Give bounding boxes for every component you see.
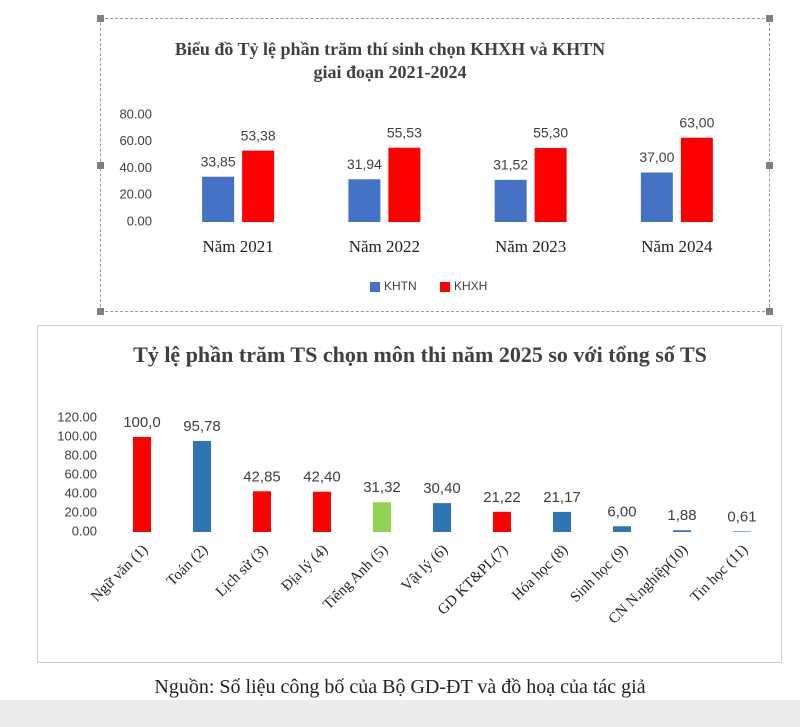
- bar: [640, 172, 673, 222]
- bar: [373, 502, 391, 532]
- value-label: 63,00: [679, 114, 714, 130]
- x-tick-label: Tiếng Anh (5): [320, 542, 391, 613]
- legend-swatch: [440, 282, 450, 292]
- bar: [388, 147, 421, 222]
- bar: [133, 437, 151, 532]
- legend-label: KHXH: [454, 279, 487, 293]
- bar: [493, 511, 511, 532]
- bar: [242, 150, 275, 222]
- handle: [766, 15, 773, 22]
- value-label: 95,78: [183, 418, 221, 435]
- legend-swatch: [370, 282, 380, 292]
- y-tick-label: 40.00: [64, 485, 97, 500]
- x-tick-label: Tin học (11): [688, 542, 752, 606]
- bar: [613, 526, 631, 532]
- value-label: 21,17: [543, 489, 581, 506]
- y-tick-label: 20.00: [64, 504, 97, 519]
- value-label: 42,85: [243, 468, 281, 485]
- handle: [97, 308, 104, 315]
- value-label: 31,32: [363, 479, 401, 496]
- value-label: 31,52: [493, 157, 528, 173]
- chart-frame: [37, 325, 782, 663]
- bar: [733, 531, 751, 532]
- handle: [97, 15, 104, 22]
- chart-title: Tỷ lệ phần trăm TS chọn môn thi năm 2025…: [133, 342, 707, 367]
- value-label: 55,53: [387, 124, 422, 140]
- value-label: 53,38: [241, 127, 276, 143]
- bar: [202, 176, 235, 222]
- x-tick-label: Năm 2024: [641, 237, 713, 256]
- x-tick-label: Năm 2023: [495, 237, 566, 256]
- bar: [494, 179, 527, 222]
- value-label: 33,85: [201, 153, 236, 169]
- y-tick-label: 40.00: [119, 160, 152, 175]
- caption: Nguồn: Số liệu công bố của Bộ GD-ĐT và đ…: [154, 676, 646, 698]
- y-tick-label: 80.00: [119, 106, 152, 121]
- y-tick-label: 80.00: [64, 447, 97, 462]
- value-label: 21,22: [483, 489, 521, 506]
- y-tick-label: 60.00: [64, 466, 97, 481]
- value-label: 30,40: [423, 480, 461, 497]
- x-tick-label: Sinh học (9): [567, 542, 631, 606]
- y-tick-label: 100.00: [57, 428, 97, 443]
- bar: [193, 441, 211, 532]
- chart-title: Biểu đồ Tỷ lệ phần trăm thí sinh chọn KH…: [174, 39, 606, 83]
- y-tick-label: 0.00: [127, 213, 152, 228]
- legend-label: KHTN: [384, 279, 417, 293]
- handle: [766, 162, 773, 169]
- bar: [348, 179, 381, 222]
- y-tick-label: 120.00: [57, 409, 97, 424]
- bar: [313, 491, 331, 532]
- x-tick-label: Năm 2021: [202, 237, 273, 256]
- value-label: 1,88: [667, 507, 696, 524]
- x-tick-label: Năm 2022: [349, 237, 420, 256]
- bar: [673, 530, 691, 532]
- bar: [433, 503, 451, 532]
- value-label: 100,0: [123, 414, 161, 431]
- value-label: 31,94: [347, 156, 382, 172]
- bar: [553, 511, 571, 532]
- value-label: 55,30: [533, 125, 568, 141]
- x-tick-label: Vật lý (6): [399, 542, 452, 595]
- value-label: 0,61: [727, 508, 756, 525]
- bar: [680, 137, 713, 222]
- bar: [253, 491, 271, 532]
- handle: [97, 162, 104, 169]
- x-tick-label: Địa lý (4): [279, 542, 332, 595]
- bar: [534, 148, 567, 222]
- footer-strip: [0, 700, 800, 727]
- y-tick-label: 0.00: [72, 523, 97, 538]
- y-tick-label: 20.00: [119, 187, 152, 202]
- x-tick-label: Hóa học (8): [509, 542, 571, 604]
- value-label: 6,00: [607, 503, 636, 520]
- y-tick-label: 60.00: [119, 133, 152, 148]
- x-tick-label: Ngữ văn (1): [88, 542, 151, 605]
- x-tick-label: Lịch sử (3): [213, 542, 271, 600]
- x-tick-label: Toán (2): [164, 542, 211, 589]
- value-label: 42,40: [303, 469, 341, 486]
- value-label: 37,00: [639, 149, 674, 165]
- handle: [766, 308, 773, 315]
